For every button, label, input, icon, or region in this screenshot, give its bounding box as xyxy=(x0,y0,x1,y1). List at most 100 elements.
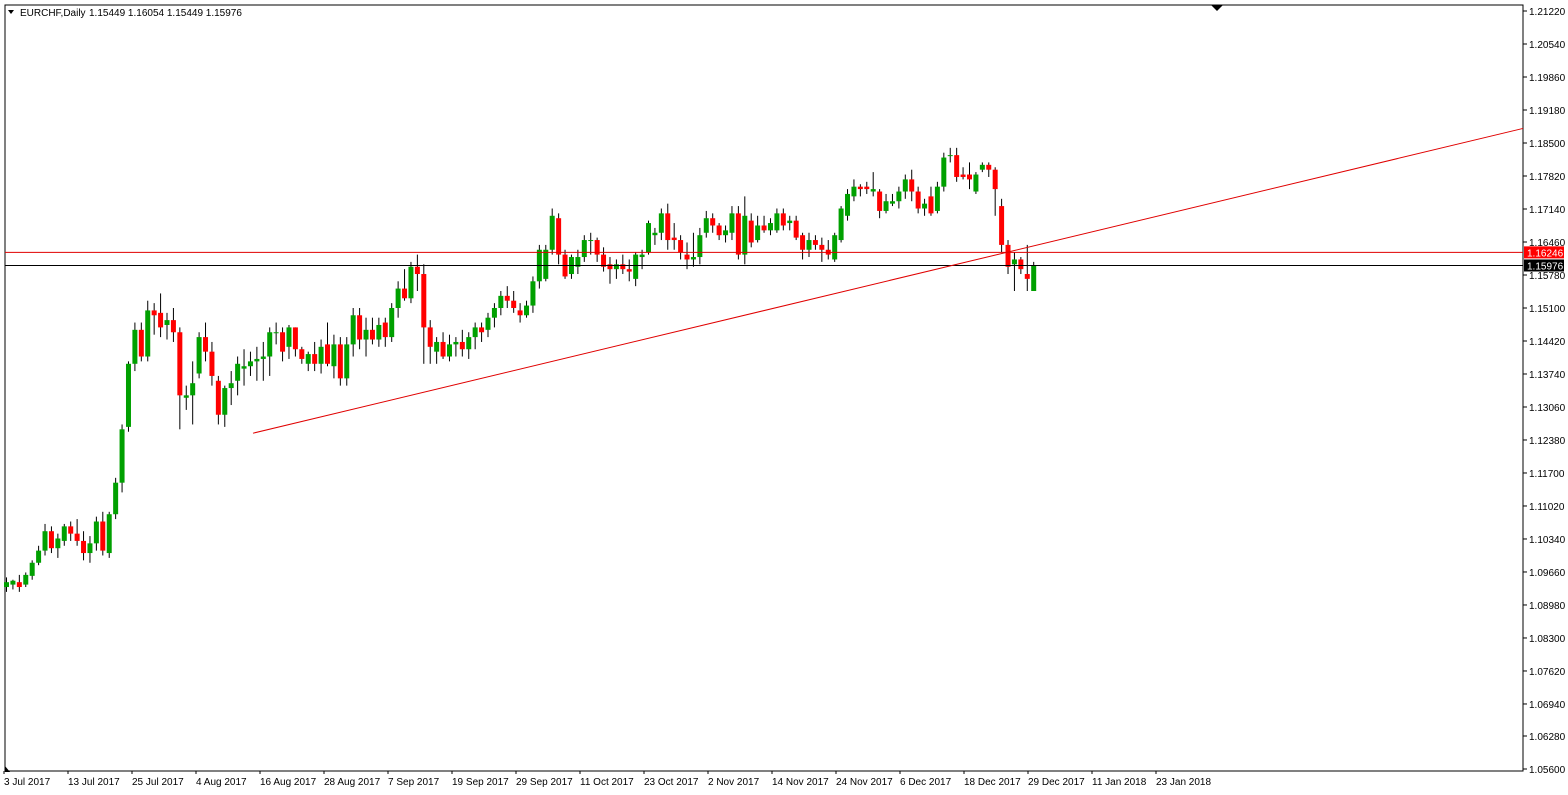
candle-body xyxy=(55,538,61,549)
candle xyxy=(511,291,517,313)
candle xyxy=(100,511,106,556)
current-price-label-text: 1.15976 xyxy=(1527,261,1564,272)
y-tick-label: 1.13740 xyxy=(1529,370,1566,381)
y-tick-label: 1.21220 xyxy=(1529,7,1566,18)
candle-body xyxy=(774,213,780,231)
candle-body xyxy=(93,521,99,544)
candle-body xyxy=(312,354,318,364)
candle-body xyxy=(832,235,838,260)
candle-body xyxy=(575,257,581,267)
candle xyxy=(999,198,1005,253)
y-tick-label: 1.08300 xyxy=(1529,634,1566,645)
candle-body xyxy=(633,254,639,279)
candle-body xyxy=(883,201,889,211)
candle xyxy=(934,181,940,214)
candle xyxy=(774,208,780,233)
candle xyxy=(960,167,966,180)
candle xyxy=(183,385,189,410)
candle xyxy=(260,341,266,381)
symbol-label: EURCHF,Daily xyxy=(20,8,86,19)
candle-body xyxy=(350,315,356,345)
candle xyxy=(235,356,241,396)
candle xyxy=(267,327,273,376)
y-tick-label: 1.19860 xyxy=(1529,73,1566,84)
candle xyxy=(466,332,472,359)
price-axis[interactable]: 1.21220 1.20540 1.19860 1.19180 1.18500 1.178… xyxy=(1523,7,1566,776)
y-tick-label: 1.18500 xyxy=(1529,139,1566,150)
candle-body xyxy=(414,266,420,275)
current-price-label-bg xyxy=(1524,259,1564,272)
candle xyxy=(4,577,9,592)
candle-body xyxy=(472,327,478,338)
candle-body xyxy=(800,235,806,250)
candle-body xyxy=(755,225,761,241)
candle xyxy=(986,162,992,177)
candle-body xyxy=(838,208,844,241)
candle xyxy=(710,213,716,233)
candle xyxy=(870,172,876,197)
chart-menu-arrow-icon[interactable] xyxy=(8,10,14,14)
y-tick-label: 1.09660 xyxy=(1529,568,1566,579)
candle-body xyxy=(954,155,960,177)
candle-body xyxy=(652,232,658,236)
candle xyxy=(767,218,773,236)
candle-body xyxy=(1005,244,1011,267)
candle-body xyxy=(113,482,119,515)
candle xyxy=(427,320,433,364)
candles-layer xyxy=(4,147,1037,592)
candle xyxy=(247,351,253,376)
candle-body xyxy=(1024,274,1030,279)
candle xyxy=(48,526,54,554)
candle-body xyxy=(402,288,408,299)
candle xyxy=(889,193,895,207)
candle xyxy=(132,322,138,372)
candle-body xyxy=(16,582,22,588)
candle-body xyxy=(292,327,298,350)
candle-body xyxy=(48,531,54,549)
candle-body xyxy=(581,240,587,258)
y-tick-label: 1.11020 xyxy=(1529,502,1565,513)
candle-body xyxy=(241,366,247,369)
y-tick-label: 1.16460 xyxy=(1529,238,1566,249)
current-price-label: 1.15976 xyxy=(1524,259,1564,272)
candle-body xyxy=(626,269,632,272)
candle xyxy=(344,337,350,386)
candle xyxy=(992,167,998,216)
candle xyxy=(402,269,408,301)
candle-body xyxy=(607,264,613,270)
time-axis[interactable]: 3 Jul 2017 13 Jul 2017 25 Jul 2017 4 Aug 20… xyxy=(3,771,1211,788)
candle-body xyxy=(639,254,645,258)
candle-body xyxy=(934,186,940,211)
y-tick-label: 1.06280 xyxy=(1529,732,1566,743)
candle-body xyxy=(588,240,594,242)
candle-body xyxy=(138,329,144,357)
candle-body xyxy=(369,329,375,340)
candle-body xyxy=(222,388,228,415)
candle xyxy=(363,317,369,357)
candle xyxy=(29,560,35,580)
y-tick-label: 1.05600 xyxy=(1529,765,1566,776)
candle-body xyxy=(986,164,992,170)
candle xyxy=(716,223,722,241)
candle xyxy=(453,337,459,357)
candle-body xyxy=(254,358,260,362)
candle-body xyxy=(170,320,176,333)
candle-body xyxy=(408,266,414,299)
candle xyxy=(1011,252,1017,292)
candle xyxy=(652,227,658,245)
candle xyxy=(979,162,985,173)
candle-body xyxy=(697,235,703,258)
candle-body xyxy=(864,186,870,190)
candle xyxy=(331,334,337,379)
candle-body xyxy=(678,240,684,253)
candle xyxy=(241,349,247,386)
candle-body xyxy=(806,240,812,250)
candle-body xyxy=(440,341,446,357)
x-tick-label: 14 Nov 2017 xyxy=(772,777,829,788)
candle xyxy=(459,329,465,357)
chart-shift-marker-icon[interactable] xyxy=(1211,5,1223,11)
candle xyxy=(947,147,953,163)
candle xyxy=(793,215,799,241)
